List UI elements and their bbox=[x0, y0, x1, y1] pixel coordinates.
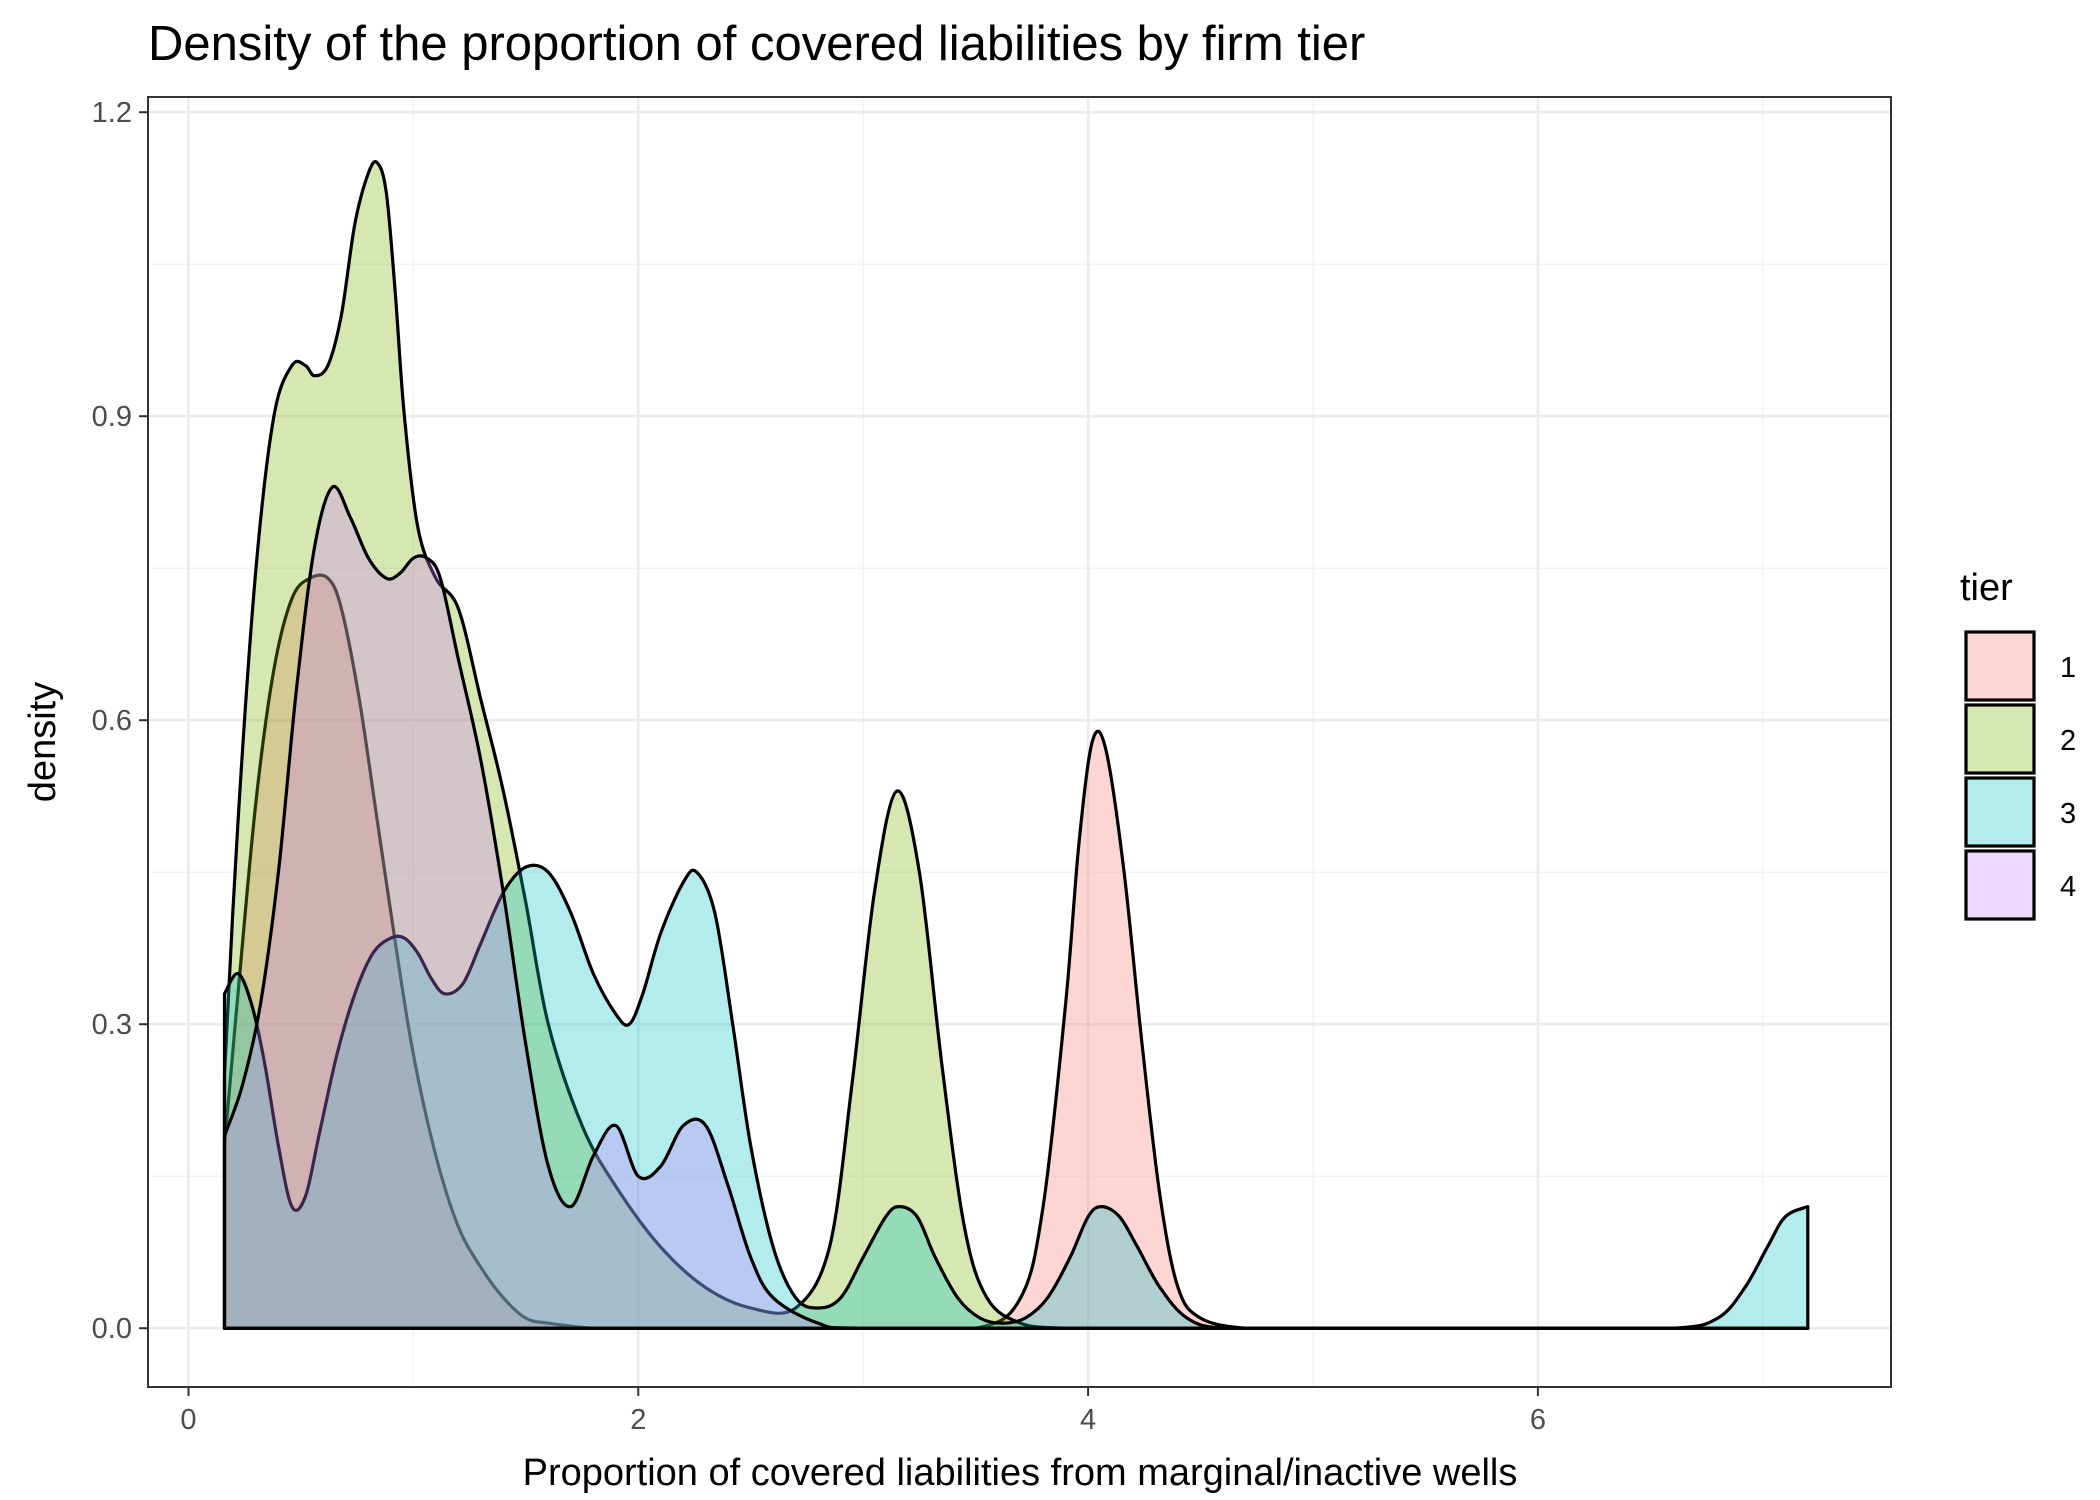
legend-key-tier-1 bbox=[1964, 630, 2036, 702]
y-tick-label: 0.6 bbox=[92, 705, 132, 737]
legend-label-tier-1: 1 bbox=[2060, 652, 2076, 684]
density-area-tier-3 bbox=[222, 863, 1810, 1330]
legend-label-tier-4: 4 bbox=[2060, 871, 2076, 903]
panel-border bbox=[147, 96, 1892, 1388]
y-tick-label: 0.3 bbox=[92, 1009, 132, 1041]
x-tick-label: 4 bbox=[1080, 1404, 1096, 1436]
x-tick-label: 0 bbox=[180, 1404, 196, 1436]
y-axis-title: density bbox=[22, 682, 64, 802]
x-axis-ticks: 0 2 4 6 bbox=[180, 1387, 1546, 1436]
x-axis-title: Proportion of covered liabilities from m… bbox=[523, 1452, 1518, 1494]
minor-gridlines bbox=[148, 97, 1891, 1387]
legend-title: tier bbox=[1960, 567, 2013, 609]
legend: tier 1 2 3 4 bbox=[1960, 567, 2076, 921]
legend-label-tier-2: 2 bbox=[2060, 725, 2076, 757]
density-area-tier-4 bbox=[222, 484, 1810, 1330]
density-areas bbox=[222, 160, 1810, 1330]
y-axis-ticks: 0.0 0.3 0.6 0.9 1.2 bbox=[92, 97, 148, 1345]
legend-key-tier-2 bbox=[1964, 703, 2036, 775]
legend-label-tier-3: 3 bbox=[2060, 798, 2076, 830]
y-tick-label: 0.0 bbox=[92, 1313, 132, 1345]
legend-key-tier-3 bbox=[1964, 776, 2036, 848]
density-area-tier-2 bbox=[222, 160, 1810, 1330]
chart-title: Density of the proportion of covered lia… bbox=[148, 17, 1365, 71]
legend-key-tier-4 bbox=[1964, 849, 2036, 921]
y-tick-label: 1.2 bbox=[92, 97, 132, 129]
x-tick-label: 2 bbox=[630, 1404, 646, 1436]
x-tick-label: 6 bbox=[1530, 1404, 1546, 1436]
y-tick-label: 0.9 bbox=[92, 401, 132, 433]
